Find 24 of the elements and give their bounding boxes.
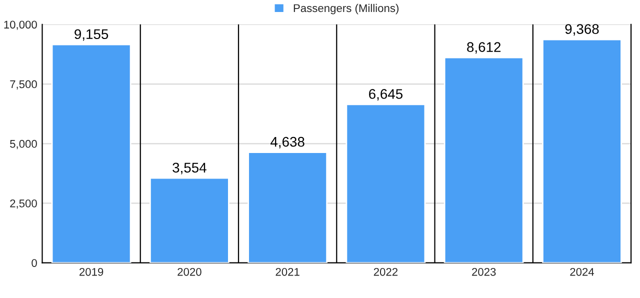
bar xyxy=(51,44,132,263)
text: 4,638 xyxy=(270,136,304,148)
x-tick-label: 2021 xyxy=(276,268,300,276)
text: 3,554 xyxy=(172,162,206,174)
x-tick-label: 2022 xyxy=(374,268,398,276)
bar xyxy=(346,104,426,263)
x-tick-label: 2020 xyxy=(178,268,202,276)
y-tick-label: 0 xyxy=(32,259,37,267)
x-tick-label: 2019 xyxy=(80,268,104,276)
bar xyxy=(542,38,622,263)
text: 9,368 xyxy=(565,24,599,36)
x-tick-label: 2023 xyxy=(472,268,496,276)
legend-label: Passengers (Millions) xyxy=(294,4,398,14)
bar xyxy=(444,56,524,263)
text: 6,645 xyxy=(369,89,403,101)
bar xyxy=(149,177,230,263)
bar xyxy=(248,152,328,263)
y-tick-label: 7,500 xyxy=(10,80,37,90)
y-tick-label: 2,500 xyxy=(10,200,37,209)
text: 9,155 xyxy=(74,29,108,41)
y-tick-label: 10,000 xyxy=(4,20,37,30)
text: 8,612 xyxy=(467,42,501,54)
x-tick-label: 2024 xyxy=(570,268,594,276)
y-tick-label: 5,000 xyxy=(10,140,37,150)
